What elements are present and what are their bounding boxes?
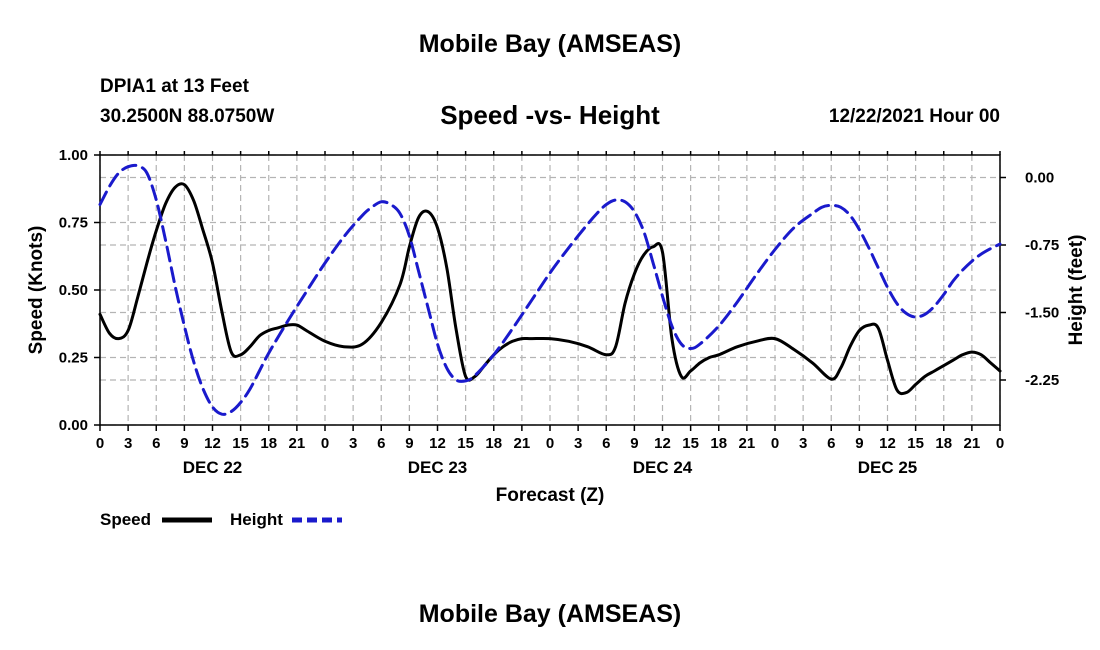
x-tick-label: 15 bbox=[907, 435, 924, 452]
x-axis-title: Forecast (Z) bbox=[496, 485, 605, 506]
x-tick-label: 3 bbox=[574, 435, 582, 452]
x-tick-label: 12 bbox=[879, 435, 896, 452]
x-tick-label: 21 bbox=[289, 435, 306, 452]
x-tick-label: 9 bbox=[180, 435, 188, 452]
x-tick-label: 15 bbox=[682, 435, 699, 452]
series-line-speed bbox=[98, 182, 1002, 396]
x-tick-label: 18 bbox=[935, 435, 952, 452]
y2-axis-title: Height (feet) bbox=[1066, 235, 1087, 346]
forecast-datetime: 12/22/2021 Hour 00 bbox=[828, 106, 1000, 127]
x-tick-label: 0 bbox=[996, 435, 1004, 452]
day-label: DEC 22 bbox=[183, 458, 243, 477]
bottom-title: Mobile Bay (AMSEAS) bbox=[418, 600, 682, 628]
x-tick-label: 9 bbox=[630, 435, 638, 452]
x-tick-label: 0 bbox=[96, 435, 104, 452]
x-tick-label: 3 bbox=[799, 435, 807, 452]
x-tick-label: 9 bbox=[855, 435, 863, 452]
x-tick-label: 9 bbox=[405, 435, 413, 452]
station-coordinates: 30.2500N 88.0750W bbox=[100, 106, 275, 127]
station-label: DPIA1 at 13 Feet bbox=[100, 76, 249, 97]
x-tick-label: 6 bbox=[827, 435, 835, 452]
y-tick-label: 0.25 bbox=[59, 350, 88, 367]
x-tick-label: 12 bbox=[654, 435, 671, 452]
x-tick-label: 3 bbox=[124, 435, 132, 452]
x-tick-label: 18 bbox=[260, 435, 277, 452]
x-tick-label: 0 bbox=[546, 435, 554, 452]
x-tick-label: 0 bbox=[321, 435, 329, 452]
x-tick-label: 12 bbox=[429, 435, 446, 452]
main-title: Mobile Bay (AMSEAS) bbox=[418, 30, 682, 58]
y2-tick-label: -2.25 bbox=[1025, 372, 1059, 389]
y-axis-title: Speed (Knots) bbox=[26, 226, 47, 355]
y2-tick-label: -0.75 bbox=[1025, 237, 1059, 254]
series-line-height bbox=[98, 163, 1002, 416]
legend-label-speed: Speed bbox=[100, 510, 151, 529]
y-tick-label: 0.75 bbox=[59, 215, 88, 232]
x-tick-label: 18 bbox=[485, 435, 502, 452]
x-tick-label: 3 bbox=[349, 435, 357, 452]
x-tick-label: 21 bbox=[739, 435, 756, 452]
y-tick-label: 0.50 bbox=[59, 282, 88, 299]
legend-label-height: Height bbox=[230, 510, 283, 529]
x-tick-label: 21 bbox=[514, 435, 531, 452]
day-label: DEC 25 bbox=[858, 458, 918, 477]
x-tick-label: 6 bbox=[152, 435, 160, 452]
y-tick-label: 1.00 bbox=[59, 147, 88, 164]
x-tick-label: 18 bbox=[710, 435, 727, 452]
x-tick-label: 6 bbox=[602, 435, 610, 452]
chart-title: Speed -vs- Height bbox=[440, 100, 660, 130]
x-tick-label: 21 bbox=[964, 435, 981, 452]
x-tick-label: 12 bbox=[204, 435, 221, 452]
x-tick-label: 15 bbox=[232, 435, 249, 452]
y-tick-label: 0.00 bbox=[59, 417, 88, 434]
y2-tick-label: -1.50 bbox=[1025, 305, 1059, 322]
x-tick-label: 6 bbox=[377, 435, 385, 452]
x-tick-label: 15 bbox=[457, 435, 474, 452]
speed-height-chart: 0 3 6 9 12 15 18 21 0 3 6 9 12 15 18 21 0 3 6 9 12 15 18 21 0 3 6 9… bbox=[26, 147, 1087, 529]
x-tick-label: 0 bbox=[771, 435, 779, 452]
day-label: DEC 24 bbox=[633, 458, 693, 477]
y2-tick-label: 0.00 bbox=[1025, 170, 1054, 187]
day-label: DEC 23 bbox=[408, 458, 468, 477]
